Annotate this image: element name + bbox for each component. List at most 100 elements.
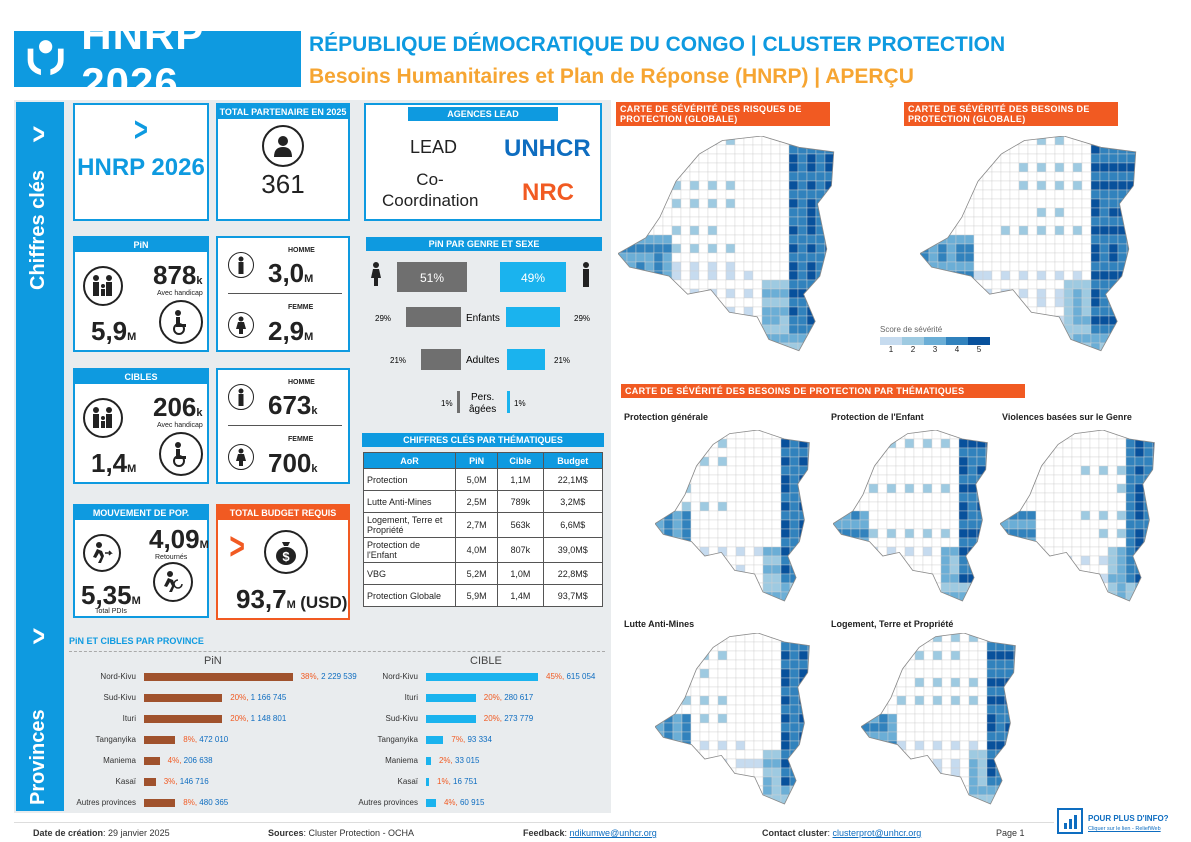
map-region	[985, 546, 988, 557]
ages-male-pct: 1%	[514, 399, 526, 408]
province-pct: 8%,	[183, 735, 198, 744]
map-region	[644, 189, 655, 200]
map-region	[1136, 190, 1145, 199]
map-region	[843, 334, 850, 343]
feedback-link[interactable]: ndikumwe@unhcr.org	[569, 828, 657, 838]
map-region	[1013, 677, 1016, 688]
map-region	[977, 785, 988, 796]
map-region	[834, 361, 843, 362]
map-region	[905, 803, 916, 804]
map-region	[1004, 686, 1015, 697]
map-region	[914, 659, 925, 670]
map-region	[797, 153, 808, 164]
map-region	[744, 794, 755, 804]
map-region	[726, 749, 737, 760]
map-region	[735, 641, 746, 652]
map-region	[655, 519, 665, 530]
map-region	[663, 474, 674, 485]
map-region	[868, 582, 879, 593]
map-region	[807, 740, 810, 751]
map-region	[920, 279, 930, 290]
table-cell: VBG	[363, 562, 456, 585]
map-region	[1045, 342, 1056, 351]
map-region	[1089, 528, 1100, 539]
map-region	[931, 564, 942, 575]
map-region	[1145, 262, 1152, 271]
info-title[interactable]: POUR PLUS D'INFO?	[1088, 814, 1169, 823]
map-region	[635, 207, 646, 218]
map-region	[1027, 288, 1038, 299]
map-region	[662, 333, 673, 344]
map-region	[780, 677, 791, 688]
map-region	[1125, 600, 1136, 601]
map-region	[949, 438, 960, 449]
pin-handicap-unit: k	[196, 275, 203, 287]
map-region	[1090, 333, 1101, 344]
map-region	[689, 136, 700, 146]
map-region	[698, 243, 709, 254]
map-region	[1013, 785, 1016, 796]
map-region	[973, 180, 984, 191]
map-region	[817, 786, 821, 795]
map-region	[896, 731, 907, 742]
map-region	[644, 216, 655, 227]
map-region	[644, 162, 655, 173]
map-region	[725, 297, 736, 308]
map-region	[895, 474, 906, 485]
map-region	[976, 430, 987, 440]
map-region	[744, 749, 755, 760]
map-region	[1145, 289, 1152, 298]
map-region	[788, 279, 799, 290]
map-region	[1027, 225, 1038, 236]
map-region	[1143, 546, 1154, 557]
map-region	[698, 306, 709, 317]
map-region	[645, 352, 654, 361]
map-region	[761, 342, 772, 351]
map-region	[869, 776, 880, 787]
map-region	[861, 794, 871, 804]
map-region	[717, 564, 728, 575]
map-region	[815, 136, 826, 146]
contact-link[interactable]: clusterprot@unhcr.org	[832, 828, 922, 838]
map-region	[1017, 600, 1028, 601]
map-region	[955, 136, 966, 146]
map-region	[807, 361, 816, 362]
map-region	[716, 288, 727, 299]
map-region	[1108, 189, 1119, 200]
map-region	[833, 456, 843, 467]
map-region	[699, 767, 710, 778]
map-region	[681, 633, 692, 643]
map-region	[1162, 574, 1166, 583]
map-region	[672, 758, 683, 769]
map-region	[735, 785, 746, 796]
map-region	[726, 591, 737, 601]
map-region	[655, 758, 665, 769]
map-region	[991, 324, 1002, 335]
map-region	[743, 198, 754, 209]
map-region	[1089, 438, 1100, 449]
map-region	[725, 270, 736, 281]
map-region	[1152, 430, 1155, 440]
map-region	[663, 794, 674, 804]
map-region	[1009, 261, 1020, 272]
info-chart-icon[interactable]	[1057, 808, 1083, 834]
map-region	[868, 591, 879, 601]
map-region	[1090, 207, 1101, 218]
footer-page: Page 1	[996, 828, 1025, 838]
map-region	[1136, 361, 1145, 362]
map-region	[681, 465, 692, 476]
map-region	[982, 198, 993, 209]
map-region	[655, 785, 665, 796]
map-region	[991, 279, 1002, 290]
map-region	[991, 144, 1002, 155]
map-region	[626, 136, 637, 146]
map-region	[1072, 324, 1083, 335]
map-region	[780, 438, 791, 449]
map-region	[928, 207, 939, 218]
info-link[interactable]: Cliquer sur le lien - ReliefWeb	[1088, 826, 1161, 832]
province-bar	[144, 798, 176, 807]
map-region	[690, 713, 701, 724]
map-region	[886, 573, 897, 584]
map-region	[1108, 180, 1119, 191]
map-region	[982, 261, 993, 272]
